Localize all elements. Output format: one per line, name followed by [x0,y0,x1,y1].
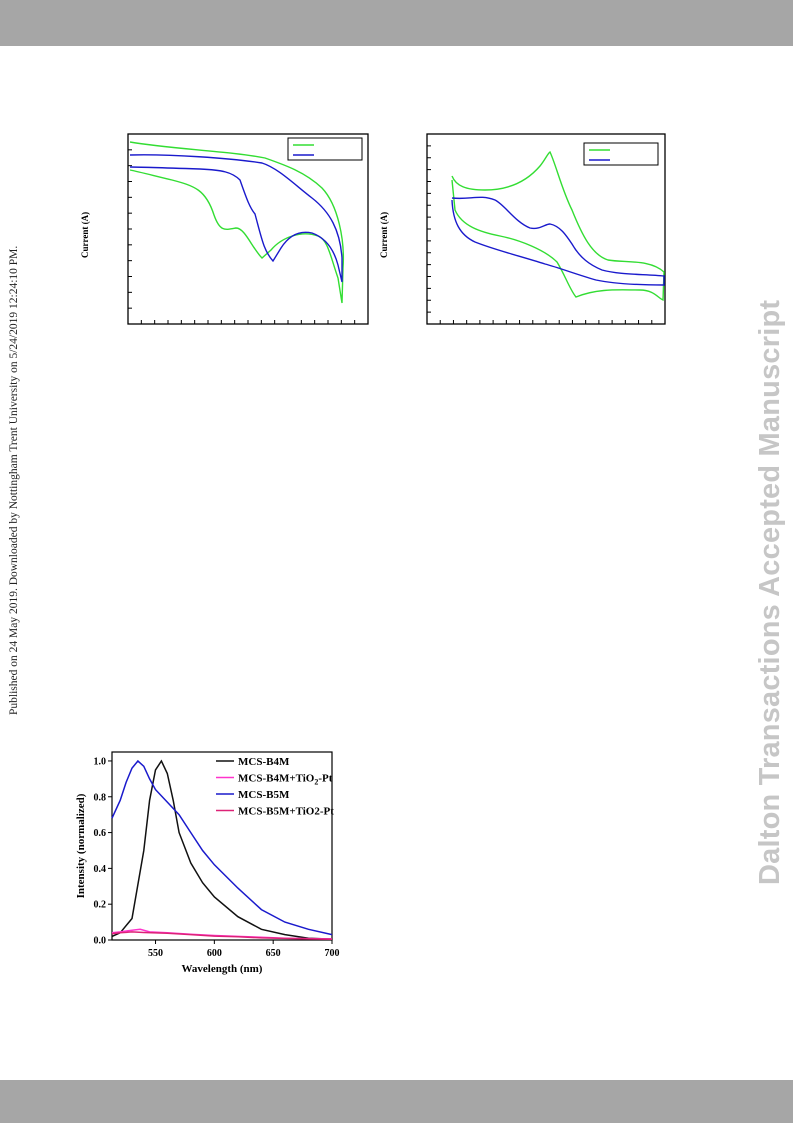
pl-series-line-3 [111,759,333,936]
pl-y-tick-label: 0.4 [94,864,107,875]
pl-y-tick-label: 0.2 [94,900,107,911]
pl-y-tick-label: 0.6 [94,828,107,839]
pl-legend-label: MCS-B4M+TiO2-Pt [238,773,333,787]
pl-series-line-1 [111,759,333,940]
pl-series-group [111,759,333,941]
pl-axes-group: 550 600 650 700 0.0 0.2 0.4 0.6 0.8 1.0 [94,756,340,959]
pl-legend-label: MCS-B4M [238,756,290,768]
pl-legend-label: MCS-B5M [238,789,290,801]
pl-y-tick-label: 0.8 [94,792,107,803]
pl-x-axis-label: Wavelength (nm) [182,963,263,975]
pl-x-tick-label: 600 [207,948,222,959]
pl-series-line-4 [111,931,333,941]
pl-y-axis-label: Intensity (normalized) [75,793,87,898]
pl-legend: MCS-B4M MCS-B4M+TiO2-Pt MCS-B5M MCS-B5M+TiO… [216,756,334,818]
pl-y-tick-label: 0.0 [94,936,107,947]
header-band [0,0,793,46]
footer-band [0,1080,793,1123]
pl-plot-frame [111,751,333,941]
pl-x-tick-label: 650 [266,948,281,959]
pl-x-tick-label: 700 [325,948,340,959]
pl-y-tick-label: 1.0 [94,756,107,767]
pl-legend-label: MCS-B5M+TiO2-Pt [238,806,334,818]
pl-x-tick-label: 550 [148,948,163,959]
